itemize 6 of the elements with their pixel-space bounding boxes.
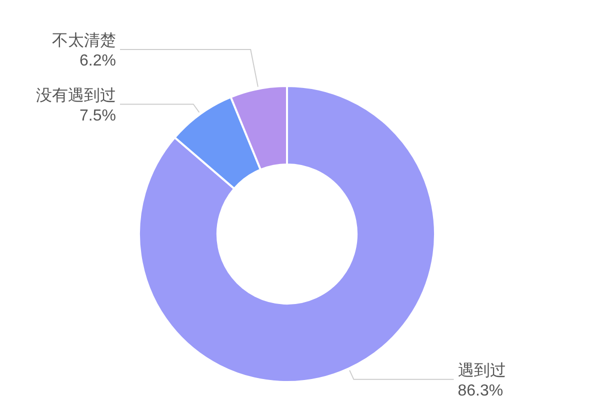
data-label: 7.5% xyxy=(80,107,116,124)
slice-label: 不太清楚 xyxy=(52,32,116,50)
slice-label: 遇到过 xyxy=(458,361,506,380)
data-label: 6.2% xyxy=(80,52,116,70)
slice-label: 没有遇到过 xyxy=(36,86,116,104)
data-label: 86.3% xyxy=(458,382,504,400)
